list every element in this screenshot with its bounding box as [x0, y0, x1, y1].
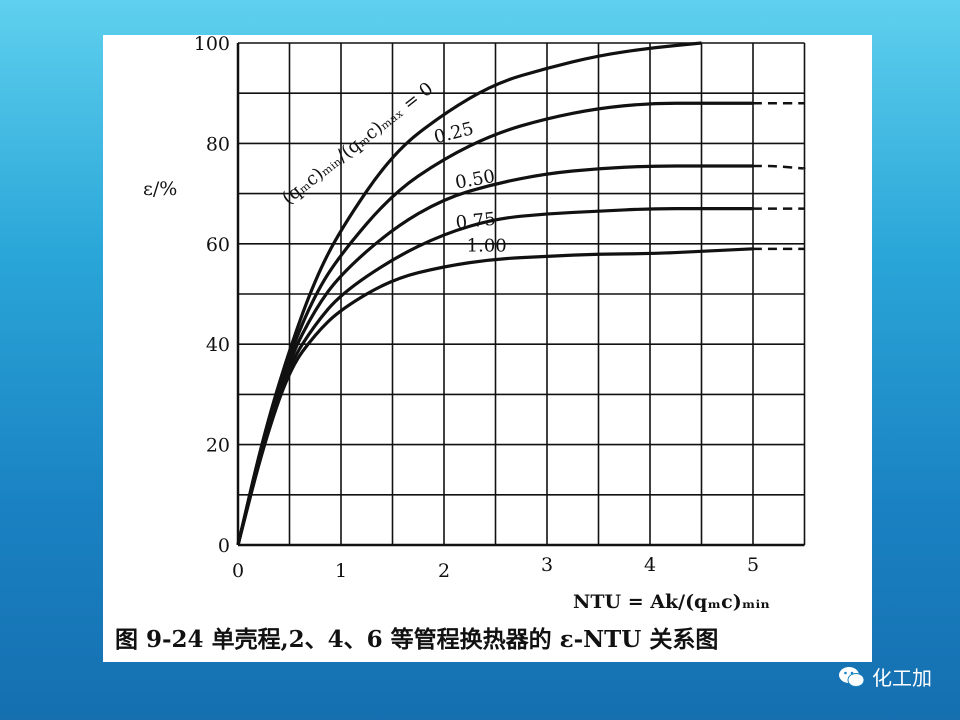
x-axis-label: NTU = Ak/(qₘc)ₘᵢₙ [573, 591, 770, 613]
series-label: 0.75 [455, 209, 497, 234]
x-tick-label: 2 [438, 560, 450, 582]
x-tick-label: 0 [232, 560, 244, 582]
x-tick-label: 3 [541, 554, 553, 576]
curves [236, 41, 805, 546]
wechat-icon [839, 666, 865, 687]
figure-panel: 0 20 40 60 80 100 0 1 2 3 4 5 0.25 0.50 0.75 1.00 ε/% … [103, 35, 872, 662]
tick-labels: 0 20 40 60 80 100 0 1 2 3 4 5 [194, 35, 759, 582]
y-tick-label: 0 [218, 535, 230, 557]
figure-caption: 图 9-24 单壳程,2、4、6 等管程换热器的 ε-NTU 关系图 [115, 626, 719, 653]
series-label: 0.50 [454, 166, 497, 194]
x-tick-label: 4 [644, 554, 656, 576]
x-tick-label: 5 [747, 554, 759, 576]
y-tick-label: 80 [206, 133, 230, 155]
watermark: 化工加 [838, 662, 932, 691]
series-line-dashed-0.50 [752, 164, 805, 170]
grid [236, 42, 806, 547]
y-tick-label: 100 [194, 35, 230, 55]
series-line-0.75 [236, 207, 753, 546]
y-tick-label: 60 [206, 234, 230, 256]
series-label: 1.00 [467, 235, 507, 256]
watermark-text: 化工加 [872, 666, 932, 690]
series-line-1.00 [236, 247, 754, 546]
y-axis-label: ε/% [143, 178, 177, 200]
y-tick-label: 20 [206, 435, 230, 457]
x-tick-label: 1 [335, 560, 347, 582]
y-tick-label: 40 [206, 334, 230, 356]
